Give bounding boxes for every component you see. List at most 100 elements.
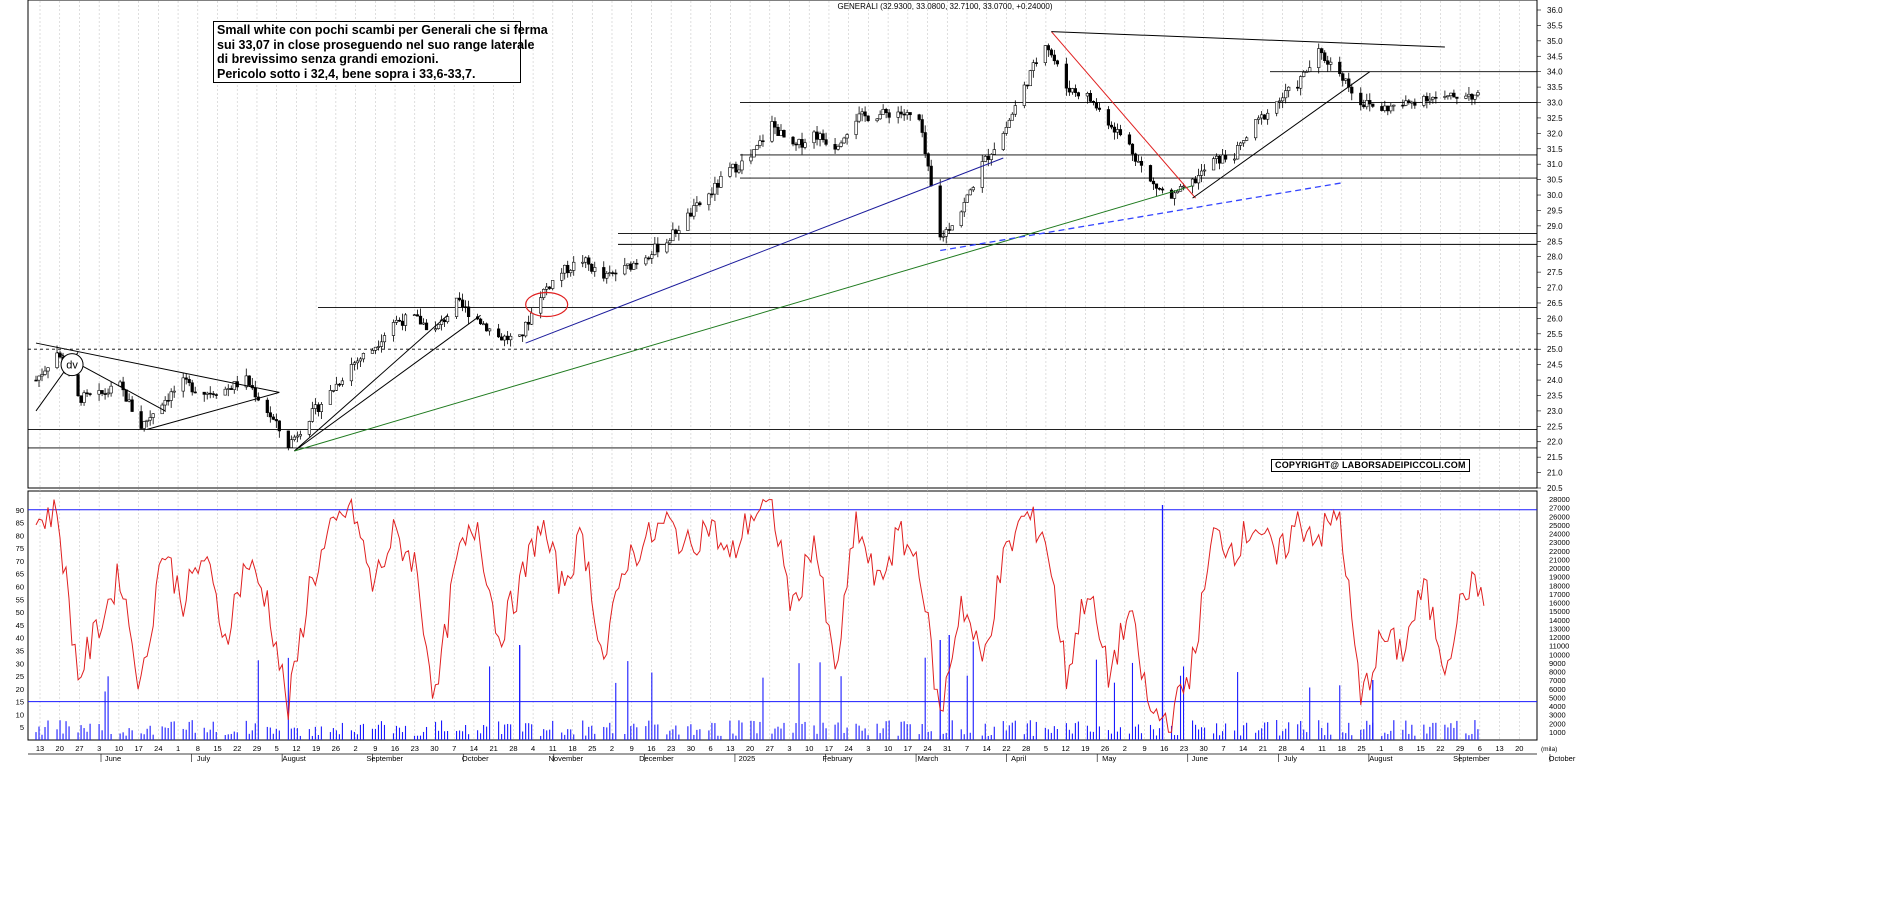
x-day-tick: 4 — [1300, 744, 1304, 753]
x-month-label: September — [1453, 754, 1490, 763]
volume-tick-label: 12000 — [1549, 633, 1570, 642]
volume-tick-label: 14000 — [1549, 616, 1570, 625]
candle-body — [373, 346, 378, 351]
volume-tick-label: 18000 — [1549, 581, 1570, 590]
oscillator-tick-label: 85 — [16, 519, 24, 528]
candle-body — [815, 131, 819, 140]
oscillator-tick-label: 45 — [16, 621, 24, 630]
candle-body — [1431, 96, 1435, 100]
x-day-tick: 15 — [1416, 744, 1424, 753]
candle-body — [1013, 105, 1017, 115]
candle-body — [518, 334, 522, 337]
candle-body — [761, 140, 765, 143]
candle-body — [232, 381, 236, 390]
candle-body — [938, 185, 942, 238]
candle-body — [457, 297, 462, 301]
candle-body — [310, 408, 314, 422]
volume-tick-label: 6000 — [1549, 685, 1566, 694]
x-day-tick: 2 — [1123, 744, 1127, 753]
candle-body — [1154, 183, 1159, 189]
x-day-tick: 17 — [134, 744, 142, 753]
candle-body — [677, 230, 681, 234]
price-tick-label: 30.0 — [1547, 191, 1563, 200]
candle-body — [626, 263, 630, 266]
candle-body — [334, 383, 339, 391]
oscillator-tick-label: 25 — [16, 672, 24, 681]
candle-body — [355, 360, 360, 364]
x-month-label: May — [1102, 754, 1116, 763]
volume-tick-label: 19000 — [1549, 573, 1570, 582]
candle-body — [941, 236, 945, 238]
candle-body — [1001, 133, 1005, 150]
candle-body — [1010, 113, 1014, 121]
candle-body — [253, 387, 257, 398]
candle-body — [1434, 96, 1438, 99]
candle-body — [1338, 61, 1342, 74]
candle-body — [1380, 106, 1384, 111]
candle-body — [1389, 105, 1393, 112]
candle-body — [920, 119, 924, 133]
candle-body — [1428, 98, 1432, 102]
candle-body — [85, 392, 89, 395]
x-day-tick: 13 — [1495, 744, 1503, 753]
candle-body — [1085, 92, 1090, 97]
candle-body — [442, 319, 447, 323]
candle-body — [415, 314, 420, 317]
x-month-label: October — [1549, 754, 1576, 763]
candle-body — [860, 111, 864, 115]
candle-body — [148, 417, 152, 421]
candle-body — [569, 270, 573, 274]
candle-body — [349, 364, 354, 382]
price-tick-label: 25.5 — [1547, 330, 1563, 339]
candle-body — [1157, 188, 1162, 190]
candle-body — [328, 390, 332, 405]
candle-body — [698, 202, 702, 206]
candle-body — [100, 390, 104, 394]
candle-body — [331, 390, 335, 392]
candle-body — [623, 265, 627, 275]
x-day-tick: 12 — [1061, 744, 1069, 753]
annotation-line: di brevissimo senza grandi emozioni. — [217, 52, 439, 66]
oscillator-panel-frame — [27, 490, 1538, 741]
candle-body — [298, 434, 302, 437]
candle-body — [436, 324, 441, 329]
candle-body — [1407, 100, 1411, 103]
candle-body — [1275, 101, 1279, 114]
x-day-tick: 14 — [470, 744, 478, 753]
candle-body — [193, 391, 197, 394]
candle-body — [97, 390, 101, 395]
x-month-label: September — [366, 754, 403, 763]
candle-body — [983, 156, 987, 162]
volume-tick-label: 24000 — [1549, 530, 1570, 539]
candle-body — [289, 439, 293, 448]
x-month-label: July — [1284, 754, 1298, 763]
upper-resistance-trendline — [1051, 31, 1445, 48]
candle-body — [190, 382, 194, 393]
candle-body — [740, 160, 744, 171]
candle-body — [656, 243, 660, 253]
candle-body — [1329, 61, 1333, 65]
candle-body — [971, 187, 975, 191]
price-tick-label: 31.0 — [1547, 160, 1563, 169]
price-tick-label: 24.5 — [1547, 361, 1563, 370]
x-day-tick: 26 — [332, 744, 340, 753]
candle-body — [584, 257, 588, 263]
candle-body — [226, 388, 230, 390]
x-day-tick: 1 — [1379, 744, 1383, 753]
x-month-label: December — [639, 754, 674, 763]
candle-body — [950, 225, 954, 231]
candle-body — [1127, 134, 1132, 145]
x-day-tick: 18 — [568, 744, 576, 753]
x-day-tick: 7 — [965, 744, 969, 753]
candle-body — [1031, 62, 1035, 71]
price-tick-label: 29.0 — [1547, 222, 1563, 231]
candle-body — [500, 336, 504, 341]
candle-body — [1049, 49, 1053, 56]
candle-body — [782, 129, 786, 138]
candle-body — [1025, 84, 1029, 87]
x-day-tick: 14 — [1239, 744, 1247, 753]
volume-tick-label: 23000 — [1549, 538, 1570, 547]
candle-body — [1211, 158, 1216, 171]
candle-body — [103, 393, 107, 395]
x-day-tick: 2 — [353, 744, 357, 753]
